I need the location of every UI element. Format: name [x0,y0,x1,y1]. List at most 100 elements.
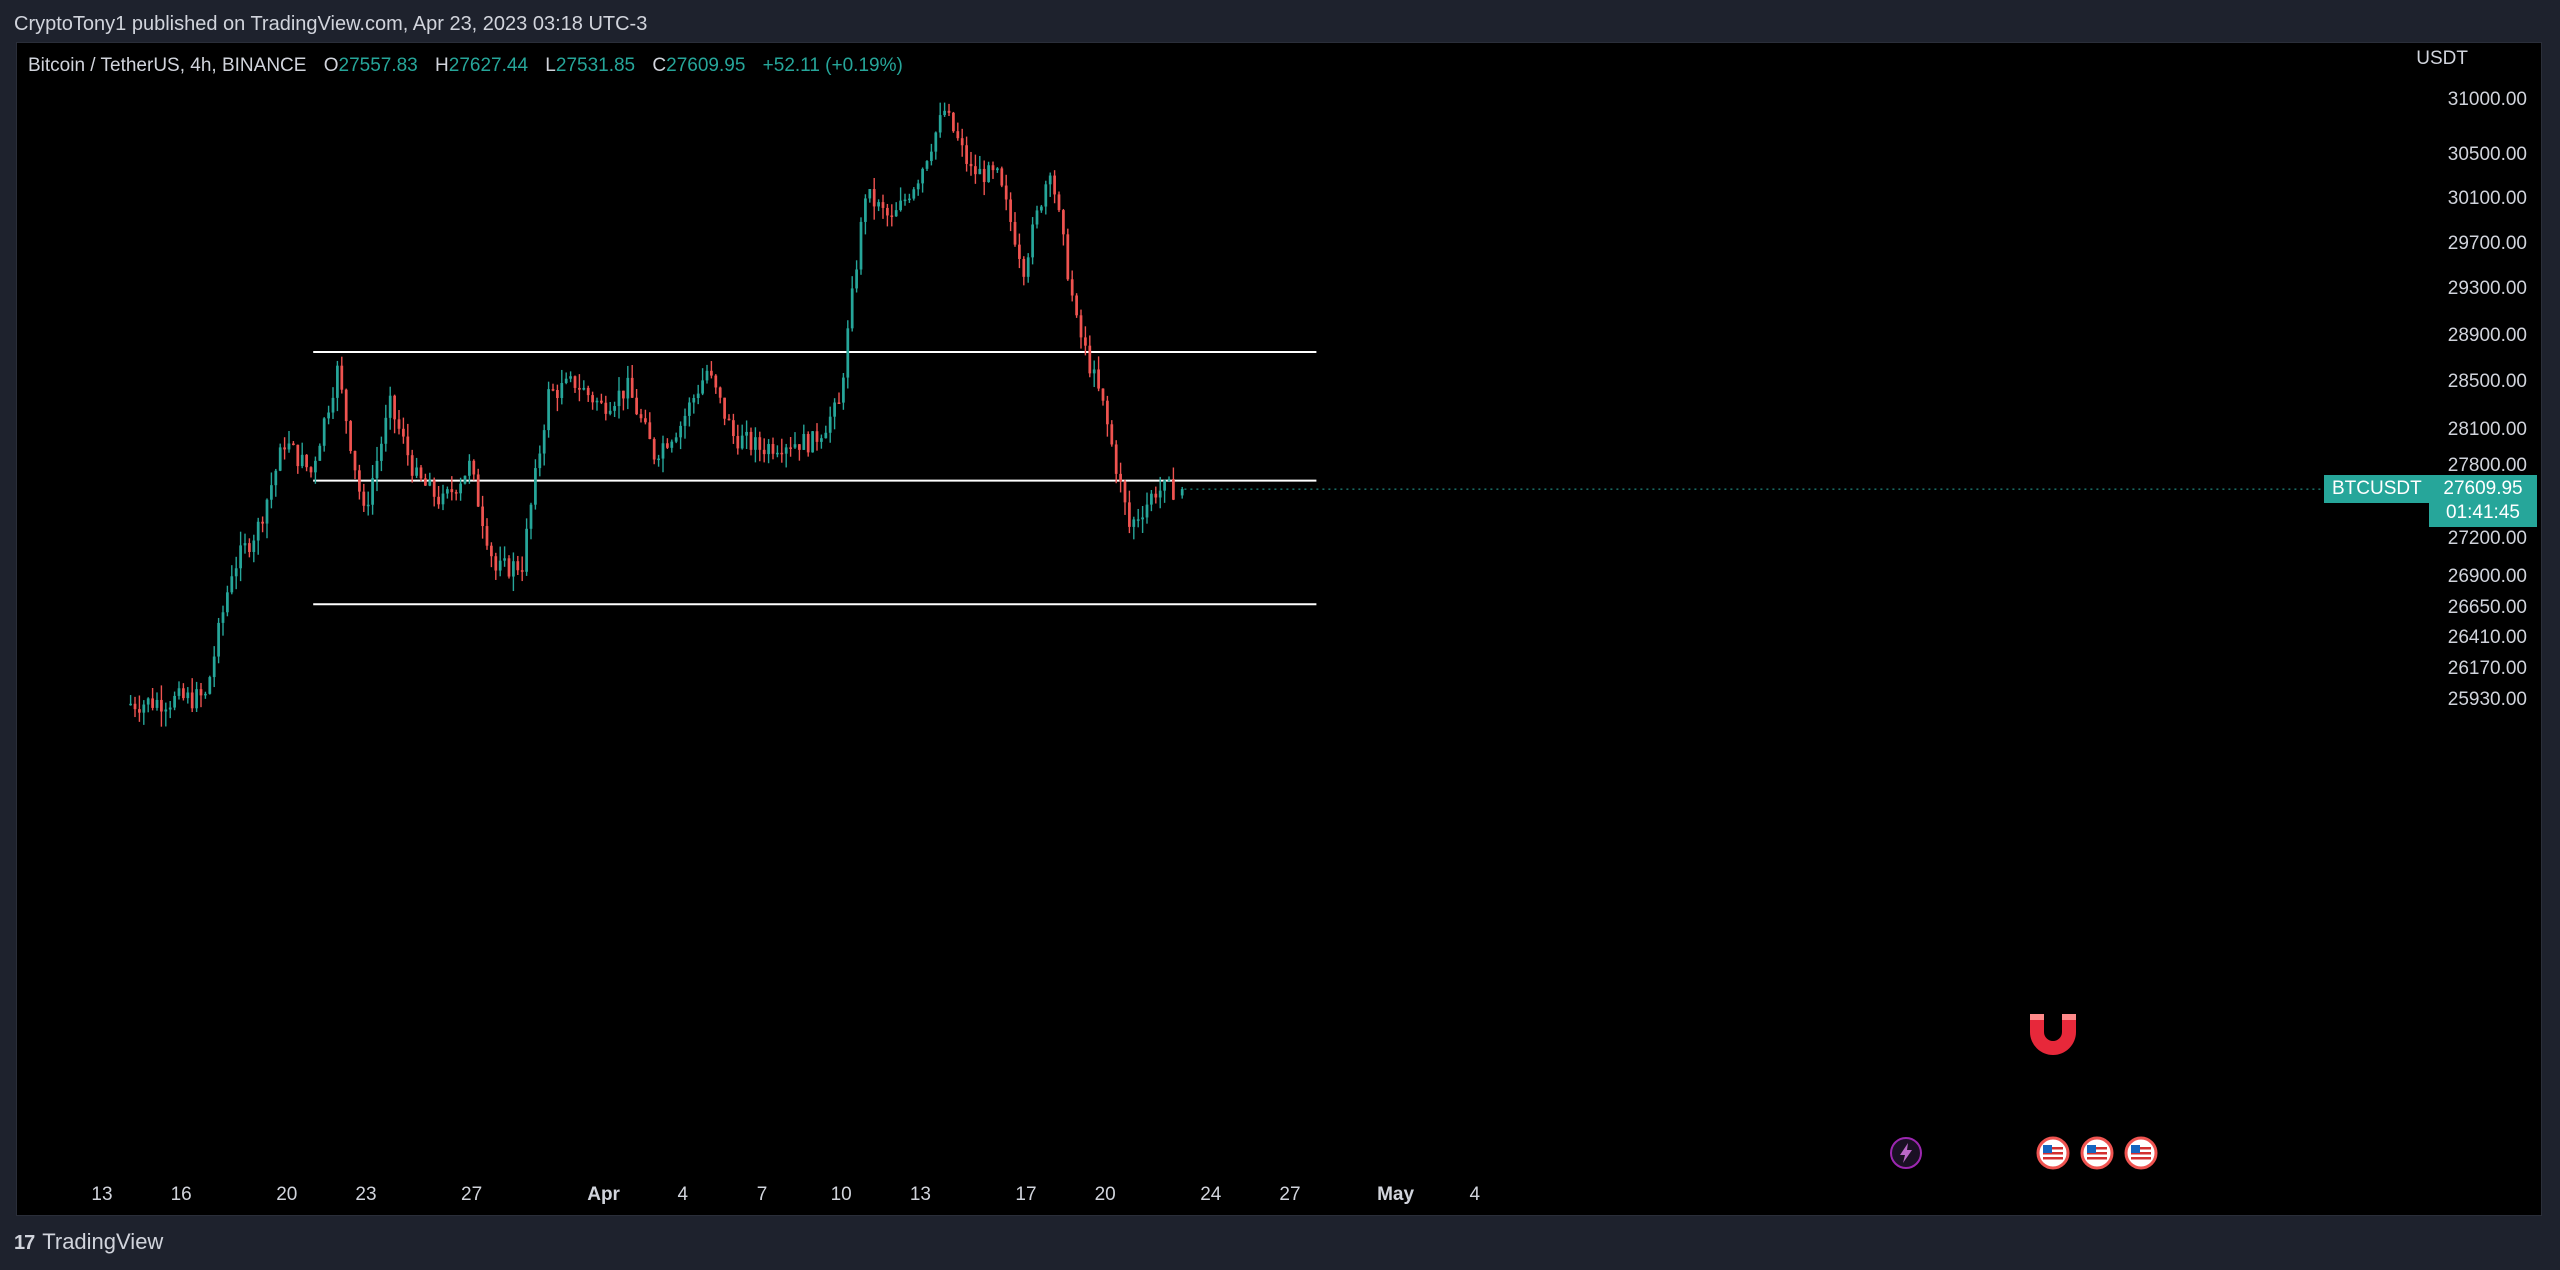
candle-body [226,592,229,613]
time-tick-label: 13 [91,1184,113,1205]
candle-body [547,389,550,431]
candle-body [591,395,594,403]
candle-body [604,402,608,414]
candle-body [1057,194,1061,211]
candle-body [234,568,238,577]
candle-body [538,453,542,469]
candle-body [749,431,753,450]
candle-body [710,370,713,376]
candle-body [243,543,247,546]
candle-body [1031,224,1034,258]
candle-body [208,677,212,694]
candle-body [780,452,784,455]
candle-body [784,447,788,454]
candle-body [265,499,269,524]
legend-symbol[interactable]: Bitcoin / TetherUS, 4h, BINANCE [28,55,307,76]
candle-body [912,189,916,199]
price-tick-label: 26170.00 [2447,658,2527,680]
candle-body [727,418,731,421]
candle-body [204,693,207,696]
candle-body [613,406,616,411]
candle-body [327,412,330,419]
candle-body [644,418,647,423]
candle-body [683,415,687,426]
candle-body [305,454,308,468]
candle-body [696,393,700,399]
candle-body [890,215,894,217]
time-tick-label: 10 [830,1184,852,1205]
candle-body [1106,400,1109,425]
candle-body [1066,234,1070,280]
candle-body [1150,493,1153,505]
candle-body [802,434,806,450]
candle-body [490,545,493,557]
candle-body [595,400,599,403]
candle-body [402,428,405,437]
price-tick-label: 28900.00 [2447,324,2527,346]
candle-body [674,437,678,442]
candle-body [1145,504,1149,518]
price-currency-label[interactable]: USDT [2416,48,2468,69]
candle-body [142,704,146,713]
symbol-price-badge: BTCUSDT [2324,475,2430,504]
us-flag-event-icon[interactable] [2080,1136,2114,1170]
candle-body [230,576,234,593]
candle-body [916,183,920,190]
candle-body [542,430,546,454]
candle-body [573,376,577,388]
candle-body [1075,295,1078,316]
candle-body [688,402,691,416]
candle-body [146,698,150,705]
candle-body [828,416,832,433]
candle-body [485,526,489,546]
candle-body [630,377,634,398]
price-tick-label: 31000.00 [2447,89,2527,110]
us-flag-event-icon[interactable] [2124,1136,2158,1170]
candle-body [1163,480,1166,491]
candle-body [336,365,339,398]
candle-body [248,543,251,553]
chart-pane[interactable] [16,42,2542,1216]
us-flag-event-icon[interactable] [2036,1136,2070,1170]
candle-body [617,390,621,407]
candle-body [1009,199,1012,222]
candle-body [1097,369,1100,389]
candle-body [362,491,366,506]
candle-body [507,558,511,577]
price-tick-label: 28100.00 [2447,418,2527,440]
candle-body [1141,517,1144,520]
candle-body [639,414,643,419]
time-tick-label: 27 [1279,1184,1301,1205]
price-tick-label: 26410.00 [2447,627,2527,649]
candle-body [670,441,674,448]
candle-body [468,460,471,476]
tradingview-brand: TradingView [42,1229,164,1254]
candle-body [287,443,291,450]
tradingview-footer[interactable]: 17 TradingView [14,1222,163,1262]
candle-body [1013,221,1017,245]
lightning-event-icon[interactable] [1889,1136,1923,1170]
candle-body [406,436,410,456]
magnet-icon[interactable] [2024,1012,2082,1065]
candle-body [991,165,995,171]
candle-body [582,387,586,390]
candle-body [155,699,159,708]
candle-body [776,452,779,455]
candle-body [551,389,555,391]
candle-body [652,439,656,460]
candle-body [529,504,533,529]
candle-body [177,688,181,696]
candle-body [129,703,132,706]
legend-high-value: 27627.44 [448,55,529,76]
candle-body [454,492,458,494]
candle-body [388,395,392,418]
candle-body [608,410,612,414]
candle-body [877,202,880,207]
candle-body [340,365,344,390]
candle-body [960,138,964,146]
candle-body [626,377,630,399]
candle-body [740,435,744,449]
candle-body [164,709,168,712]
candle-body [666,443,669,448]
